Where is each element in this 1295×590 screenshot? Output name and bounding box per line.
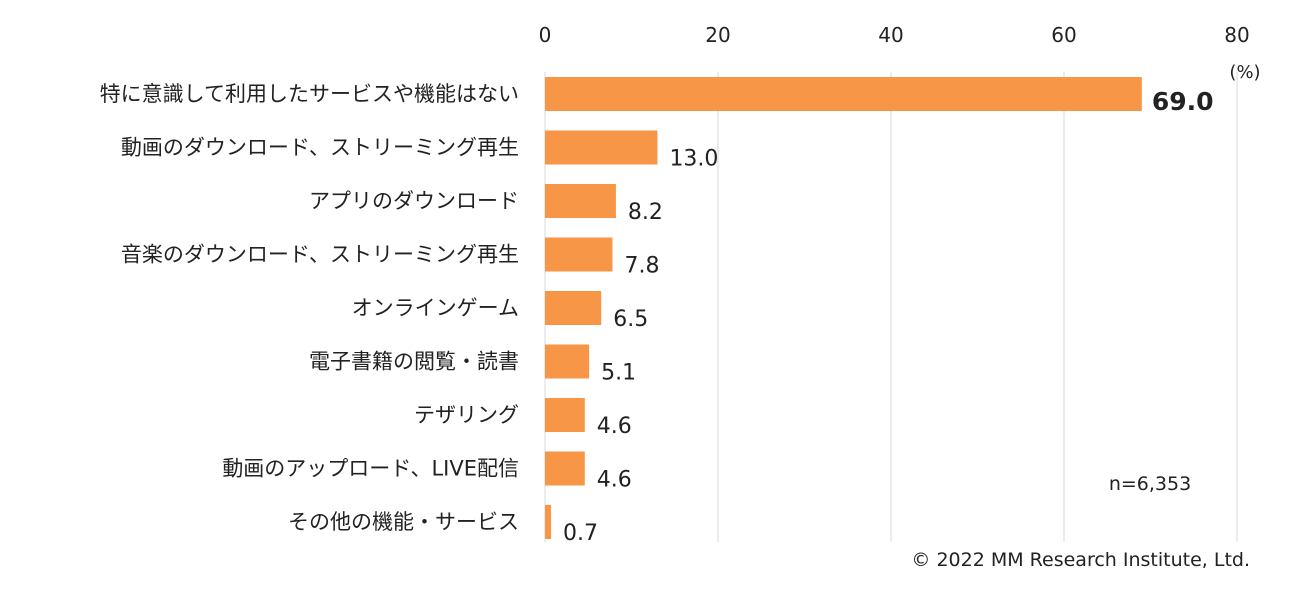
value-label: 13.0 xyxy=(669,147,718,172)
bar xyxy=(545,237,613,272)
category-label: 動画のダウンロード、ストリーミング再生 xyxy=(121,136,519,160)
x-axis-ticks: 0 20 40 60 80 xyxy=(539,23,1250,47)
bar xyxy=(545,344,590,379)
category-label: 動画のアップロード、LIVE配信 xyxy=(222,457,519,481)
category-label: 特に意識して利用したサービスや機能はない xyxy=(100,82,519,106)
unit-label: (%) xyxy=(1229,62,1260,83)
bars xyxy=(545,77,1142,539)
category-label: アプリのダウンロード xyxy=(309,189,519,213)
category-label: その他の機能・サービス xyxy=(288,510,519,534)
x-tick-label: 40 xyxy=(878,23,903,47)
bar xyxy=(545,184,616,218)
value-label: 8.2 xyxy=(628,200,663,225)
bar xyxy=(545,130,658,165)
category-label: 音楽のダウンロード、ストリーミング再生 xyxy=(121,243,519,267)
category-label: 電子書籍の閲覧・読書 xyxy=(309,350,519,374)
value-label: 4.6 xyxy=(597,468,632,493)
category-label: オンラインゲーム xyxy=(352,296,519,320)
bar xyxy=(545,291,602,325)
value-label: 4.6 xyxy=(597,414,632,439)
x-tick-label: 0 xyxy=(539,23,552,47)
x-tick-label: 80 xyxy=(1224,23,1249,47)
value-label: 5.1 xyxy=(601,361,636,386)
value-label: 0.7 xyxy=(563,521,598,546)
bar xyxy=(545,505,552,539)
x-tick-label: 20 xyxy=(705,23,730,47)
category-label: テザリング xyxy=(414,403,519,427)
category-labels: 特に意識して利用したサービスや機能はない動画のダウンロード、ストリーミング再生ア… xyxy=(100,82,519,534)
value-label: 69.0 xyxy=(1152,87,1214,116)
sample-size-note: n=6,353 xyxy=(1109,473,1191,495)
bar xyxy=(545,398,585,432)
value-labels: 69.0 13.0 8.2 7.8 6.5 5.1 4.6 4.6 0.7 xyxy=(563,87,1213,546)
bar xyxy=(545,77,1142,111)
copyright-text: © 2022 MM Research Institute, Ltd. xyxy=(911,549,1250,571)
x-tick-label: 60 xyxy=(1051,23,1076,47)
value-label: 6.5 xyxy=(613,307,648,332)
bar xyxy=(545,451,585,486)
value-label: 7.8 xyxy=(624,254,659,279)
